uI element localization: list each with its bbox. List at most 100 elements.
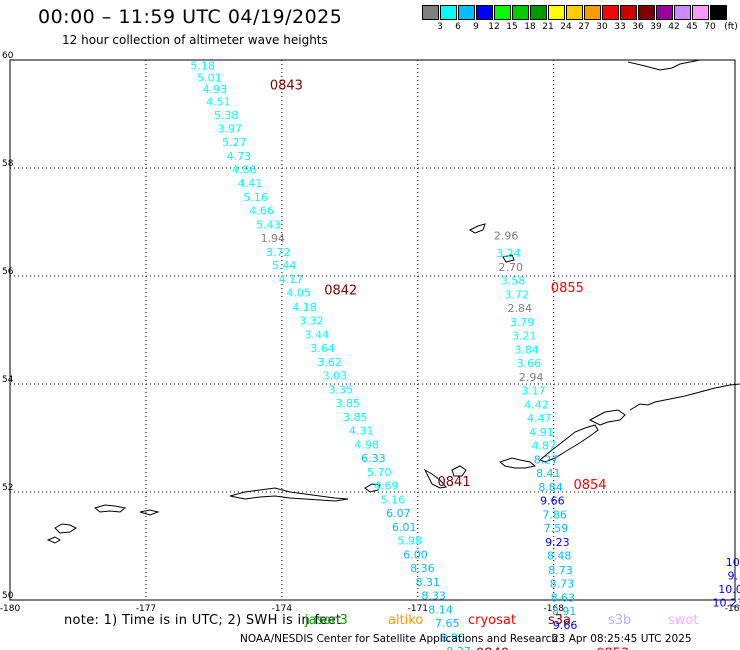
wave-height-label: 8.27	[446, 645, 471, 650]
coastline-amchitka	[139, 509, 160, 516]
colorbar-swatch	[512, 5, 529, 20]
wave-height-label: 2.84	[508, 302, 533, 315]
lon-label: -174	[272, 604, 293, 614]
wave-height-label: 3.97	[218, 123, 243, 136]
wave-height-label: 10	[726, 556, 740, 569]
colorbar-swatch	[656, 5, 673, 20]
coastline-umnak	[498, 457, 537, 469]
footer-timestamp: 23 Apr 08:25:45 UTC 2025	[552, 633, 692, 645]
wave-height-label: 5.18	[190, 59, 215, 72]
colorbar-swatch	[710, 5, 727, 20]
coastline-mainland-north	[627, 59, 701, 71]
lon-label: -180	[0, 604, 20, 614]
colorbar-swatch	[566, 5, 583, 20]
lat-label: 60	[2, 51, 14, 61]
wave-height-label: 4.86	[232, 164, 257, 177]
wave-height-label: 3.21	[512, 329, 537, 342]
wave-height-label: 8.73	[550, 577, 575, 590]
footer-note: note: 1) Time is in UTC; 2) SWH is in fe…	[64, 613, 342, 628]
pass-time-label: 0855	[551, 281, 584, 296]
wave-height-label: 4.93	[203, 83, 228, 96]
wave-height-label: 4.51	[206, 96, 231, 109]
wave-height-label: 3.79	[510, 316, 535, 329]
wave-height-label: 3.72	[266, 246, 291, 259]
wave-height-label: 8.84	[538, 481, 563, 494]
wave-height-label: 4.18	[292, 301, 317, 314]
wave-height-label: 5.27	[222, 136, 247, 149]
track-0855: 2.96 3.242.703.583.722.843.793.213.843.66…	[494, 230, 584, 453]
wave-height-label: 10.23	[712, 597, 740, 610]
pass-time-label: 0841	[438, 475, 471, 490]
wave-height-label: 4.87	[532, 440, 557, 453]
coastline-unalaska	[539, 424, 599, 463]
wave-height-label: 1.94	[261, 232, 286, 245]
wave-height-label: 4.66	[249, 205, 274, 218]
legend-s3a: s3a	[548, 613, 572, 628]
wave-height-label: 3.35	[329, 383, 354, 396]
wave-height-label: 5.16	[381, 494, 406, 507]
colorbar-tick: 30	[596, 22, 608, 32]
wave-height-label: 3.17	[521, 384, 546, 397]
wave-height-label: 4.69	[374, 480, 399, 493]
pass-time-label: 0853	[596, 646, 629, 650]
coastlines	[46, 59, 740, 544]
wave-height-label: 9.66	[540, 495, 565, 508]
colorbar-tick: 21	[542, 22, 554, 32]
wave-height-label: 3.32	[299, 314, 324, 327]
wave-height-label: 8.73	[548, 564, 573, 577]
wave-height-label: 4.17	[279, 273, 304, 286]
wave-height-label: 10.0	[718, 583, 740, 596]
wave-height-label: 3.84	[514, 343, 539, 356]
lon-label: -168	[544, 604, 565, 614]
wave-height-label: 8.27	[534, 454, 559, 467]
wave-height-label: 3.58	[501, 274, 526, 287]
colorbar-tick: 6	[455, 22, 461, 32]
colorbar-tick: 33	[614, 22, 626, 32]
coastline-near-islands	[54, 523, 77, 534]
wave-height-label: 3.03	[323, 369, 348, 382]
colorbar-swatch	[548, 5, 565, 20]
wave-height-label: 4.91	[529, 426, 554, 439]
colorbar-tick: 45	[686, 22, 698, 32]
lon-label: -171	[408, 604, 428, 614]
colorbar-tick: 36	[632, 22, 644, 32]
altimeter-tracks: 5.185.014.934.515.383.975.274.734.864.41…	[190, 59, 740, 650]
wave-height-label: 4.05	[286, 287, 311, 300]
wave-height-label: 8.33	[421, 590, 446, 603]
wave-height-label: 5.43	[256, 219, 281, 232]
colorbar-swatch	[638, 5, 655, 20]
coastline-atka	[364, 483, 381, 493]
wave-height-label: 6.33	[361, 452, 386, 465]
colorbar-swatch	[602, 5, 619, 20]
track-edge: 109.10.010.23	[712, 556, 740, 610]
wave-height-label: 9.	[727, 570, 738, 583]
wave-height-label: 3.85	[335, 397, 360, 410]
wave-height-label: 3.85	[343, 411, 368, 424]
pass-time-label: 0840	[476, 646, 509, 650]
colorbar-swatch	[584, 5, 601, 20]
wave-height-label: 6.01	[392, 521, 417, 534]
page-title: 00:00 – 11:59 UTC 04/19/2025	[38, 6, 343, 28]
footer-credit: NOAA/NESDIS Center for Satellite Applica…	[240, 633, 558, 645]
wave-height-label: 3.44	[305, 328, 330, 341]
wave-height-label: 3.66	[517, 357, 542, 370]
wave-height-label: 5.70	[367, 466, 392, 479]
wave-height-label: 4.41	[238, 177, 263, 190]
coastline-gulf-edge	[423, 468, 447, 489]
coastline-pribilof-east	[502, 254, 515, 263]
colorbar-swatch	[674, 5, 691, 20]
lon-label: -164	[725, 604, 740, 614]
lon-label: -177	[136, 604, 156, 614]
wave-height-label: 8.41	[536, 467, 561, 480]
track-0840: 8.147.658.908.27 0840	[428, 604, 509, 650]
colorbar-swatch	[620, 5, 637, 20]
lat-label: 52	[2, 483, 13, 493]
map-grid	[9, 59, 736, 601]
wave-height-label: 8.63	[551, 591, 576, 604]
wave-height-label: 4.42	[524, 399, 549, 412]
wave-height-label: 8.31	[416, 576, 441, 589]
coastline-unimak	[588, 409, 626, 426]
wave-height-label: 7.65	[435, 617, 460, 630]
wave-height-label: 6.00	[403, 549, 428, 562]
map-labels: 60 58 56 54 52 50 -180 -177 -174 -171 -168 -164	[0, 51, 740, 614]
